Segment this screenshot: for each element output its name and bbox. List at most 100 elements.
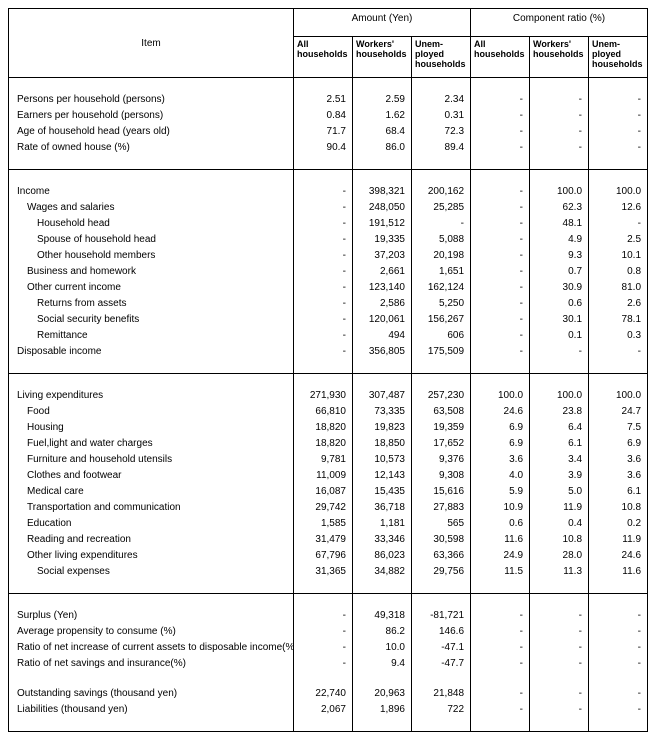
row-label: Ratio of net savings and insurance(%) <box>9 656 294 672</box>
row-value: 34,882 <box>353 564 412 580</box>
row-label: Remittance <box>9 328 294 344</box>
table-row: Social security benefits-120,061156,267-… <box>9 312 648 328</box>
row-value: 100.0 <box>589 184 648 200</box>
table-row: Remittance-494606-0.10.3 <box>9 328 648 344</box>
row-label: Earners per household (persons) <box>9 108 294 124</box>
row-value: - <box>589 140 648 156</box>
row-value: 72.3 <box>412 124 471 140</box>
row-value: - <box>589 656 648 672</box>
row-value: 2,586 <box>353 296 412 312</box>
row-value: 86.0 <box>353 140 412 156</box>
row-value: 20,963 <box>353 686 412 702</box>
row-value: 30.9 <box>530 280 589 296</box>
table-row: Age of household head (years old)71.768.… <box>9 124 648 140</box>
row-value: 11.5 <box>471 564 530 580</box>
row-value: 15,435 <box>353 484 412 500</box>
row-value: 0.8 <box>589 264 648 280</box>
row-value: 10.9 <box>471 500 530 516</box>
row-value: 27,883 <box>412 500 471 516</box>
row-value: 606 <box>412 328 471 344</box>
row-value: -47.7 <box>412 656 471 672</box>
table-row: Social expenses31,36534,88229,75611.511.… <box>9 564 648 580</box>
row-value: 100.0 <box>530 184 589 200</box>
table-row: Rate of owned house (%)90.486.089.4--- <box>9 140 648 156</box>
row-value: 29,756 <box>412 564 471 580</box>
row-value: - <box>530 624 589 640</box>
row-value: 2,067 <box>294 702 353 718</box>
table-row: Earners per household (persons)0.841.620… <box>9 108 648 124</box>
row-value: - <box>589 624 648 640</box>
spacer-row <box>9 78 648 92</box>
row-label: Housing <box>9 420 294 436</box>
row-value: - <box>412 216 471 232</box>
row-value: 1,585 <box>294 516 353 532</box>
table-row: Wages and salaries-248,05025,285-62.312.… <box>9 200 648 216</box>
row-value: 5.0 <box>530 484 589 500</box>
row-value: - <box>294 344 353 360</box>
row-value: 2.6 <box>589 296 648 312</box>
row-value: - <box>589 608 648 624</box>
row-value: - <box>530 686 589 702</box>
row-value: 162,124 <box>412 280 471 296</box>
row-value: 2.5 <box>589 232 648 248</box>
row-value: 11,009 <box>294 468 353 484</box>
row-value: 6.9 <box>471 436 530 452</box>
row-value: 1,896 <box>353 702 412 718</box>
row-value: 3.6 <box>471 452 530 468</box>
row-label: Surplus (Yen) <box>9 608 294 624</box>
row-label: Income <box>9 184 294 200</box>
table-row: Education1,5851,1815650.60.40.2 <box>9 516 648 532</box>
table-row: Surplus (Yen)-49,318-81,721--- <box>9 608 648 624</box>
row-value: 3.9 <box>530 468 589 484</box>
table-row: Ratio of net increase of current assets … <box>9 640 648 656</box>
row-value: - <box>471 140 530 156</box>
row-value: - <box>294 248 353 264</box>
row-value: 19,359 <box>412 420 471 436</box>
row-value: 257,230 <box>412 388 471 404</box>
table-row: Living expenditures271,930307,487257,230… <box>9 388 648 404</box>
row-value: 86,023 <box>353 548 412 564</box>
row-value: 722 <box>412 702 471 718</box>
row-value: - <box>530 656 589 672</box>
row-value: 24.6 <box>471 404 530 420</box>
row-value: 24.6 <box>589 548 648 564</box>
row-value: 18,820 <box>294 436 353 452</box>
row-value: 33,346 <box>353 532 412 548</box>
row-value: 11.3 <box>530 564 589 580</box>
row-value: 0.3 <box>589 328 648 344</box>
row-value: 0.6 <box>530 296 589 312</box>
row-value: 6.9 <box>471 420 530 436</box>
row-value: - <box>589 216 648 232</box>
header-item: Item <box>9 9 294 78</box>
row-value: 48.1 <box>530 216 589 232</box>
row-value: 398,321 <box>353 184 412 200</box>
table-row: Housing18,82019,82319,3596.96.47.5 <box>9 420 648 436</box>
row-value: 2.51 <box>294 92 353 108</box>
row-value: - <box>471 686 530 702</box>
row-value: - <box>294 184 353 200</box>
row-value: 15,616 <box>412 484 471 500</box>
row-value: 29,742 <box>294 500 353 516</box>
table-row: Household head-191,512--48.1- <box>9 216 648 232</box>
row-value: 10.8 <box>589 500 648 516</box>
row-value: - <box>530 344 589 360</box>
subheader-col: Allhouseholds <box>471 37 530 78</box>
row-value: - <box>530 608 589 624</box>
row-value: 24.7 <box>589 404 648 420</box>
row-value: - <box>471 328 530 344</box>
row-value: 12.6 <box>589 200 648 216</box>
row-label: Other household members <box>9 248 294 264</box>
row-value: - <box>471 264 530 280</box>
row-value: 2.34 <box>412 92 471 108</box>
row-value: 146.6 <box>412 624 471 640</box>
row-value: - <box>294 232 353 248</box>
row-value: - <box>471 248 530 264</box>
row-value: 18,850 <box>353 436 412 452</box>
row-label: Other living expenditures <box>9 548 294 564</box>
row-value: 0.2 <box>589 516 648 532</box>
spacer-row <box>9 718 648 732</box>
row-value: 11.6 <box>471 532 530 548</box>
row-value: 9.3 <box>530 248 589 264</box>
row-value: 3.6 <box>589 452 648 468</box>
row-value: 81.0 <box>589 280 648 296</box>
